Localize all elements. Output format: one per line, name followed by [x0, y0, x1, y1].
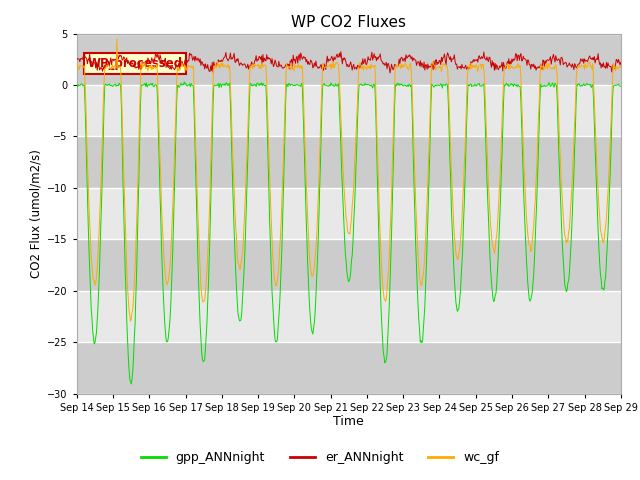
er_ANNnight	[617, 60, 625, 65]
wc_gf	[417, 279, 424, 285]
Text: WP_processed: WP_processed	[88, 57, 183, 70]
wc_gf	[127, 318, 134, 324]
er_ANNnight	[337, 49, 345, 55]
wc_gf	[140, 63, 148, 69]
Bar	[77, 291, 621, 342]
Bar	[77, 240, 621, 291]
Bar	[77, 188, 621, 240]
Line: gpp_ANNnight: gpp_ANNnight	[77, 82, 621, 384]
gpp_ANNnight	[224, 83, 232, 88]
er_ANNnight	[433, 57, 440, 62]
gpp_ANNnight	[73, 82, 81, 87]
wc_gf	[83, 131, 90, 137]
Bar	[77, 85, 621, 136]
Line: wc_gf: wc_gf	[77, 39, 621, 321]
er_ANNnight	[386, 70, 394, 76]
er_ANNnight	[417, 58, 424, 63]
gpp_ANNnight	[417, 339, 424, 345]
wc_gf	[224, 61, 232, 67]
er_ANNnight	[194, 55, 202, 61]
er_ANNnight	[83, 56, 90, 61]
Line: er_ANNnight: er_ANNnight	[77, 52, 621, 73]
gpp_ANNnight	[140, 82, 147, 88]
X-axis label: Time: Time	[333, 415, 364, 429]
er_ANNnight	[139, 60, 147, 66]
er_ANNnight	[223, 55, 230, 61]
gpp_ANNnight	[433, 83, 440, 89]
gpp_ANNnight	[127, 381, 135, 387]
Bar	[77, 342, 621, 394]
wc_gf	[113, 36, 121, 42]
gpp_ANNnight	[180, 79, 188, 85]
Legend: gpp_ANNnight, er_ANNnight, wc_gf: gpp_ANNnight, er_ANNnight, wc_gf	[136, 446, 504, 469]
wc_gf	[617, 64, 625, 70]
Y-axis label: CO2 Flux (umol/m2/s): CO2 Flux (umol/m2/s)	[30, 149, 43, 278]
gpp_ANNnight	[196, 300, 204, 306]
wc_gf	[73, 63, 81, 69]
Bar	[77, 136, 621, 188]
Title: WP CO2 Fluxes: WP CO2 Fluxes	[291, 15, 406, 30]
Bar	[77, 34, 621, 85]
wc_gf	[196, 247, 204, 253]
gpp_ANNnight	[617, 83, 625, 89]
er_ANNnight	[73, 56, 81, 62]
gpp_ANNnight	[83, 166, 90, 171]
wc_gf	[433, 65, 440, 71]
